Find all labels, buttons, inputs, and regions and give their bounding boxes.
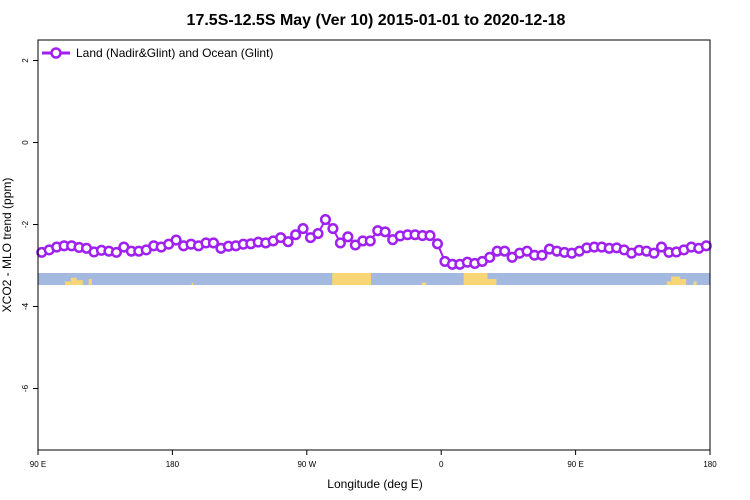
land-patch: [671, 276, 681, 285]
land-patch: [88, 279, 92, 285]
y-tick-label: 2: [21, 58, 30, 63]
data-point: [342, 231, 354, 243]
x-axis-label: Longitude (deg E): [327, 477, 422, 491]
legend-entry-0: Land (Nadir&Glint) and Ocean (Glint): [76, 46, 273, 60]
data-point: [207, 237, 220, 249]
data-point: [110, 246, 122, 258]
land-patch: [666, 281, 672, 285]
data-point: [424, 230, 436, 242]
land-patch: [64, 281, 71, 285]
data-point: [700, 240, 712, 252]
land-patch: [191, 282, 194, 285]
land-patch: [70, 277, 77, 285]
y-axis-ticks: 2 0 -2 -4 -6: [21, 58, 38, 392]
ocean-band: [38, 273, 710, 285]
land-patch: [463, 273, 488, 285]
x-axis-ticks: 90 E 180 90 W 0 90 E 180: [30, 450, 717, 469]
legend: Land (Nadir&Glint) and Ocean (Glint): [42, 46, 273, 60]
land-ocean-strip: [38, 273, 710, 285]
data-point: [334, 237, 346, 249]
data-point: [170, 234, 182, 246]
data-point: [484, 251, 496, 263]
y-tick-label: -6: [21, 384, 30, 392]
legend-marker: [50, 47, 62, 59]
x-tick-label: 90 E: [30, 460, 46, 469]
chart-title: 17.5S-12.5S May (Ver 10) 2015-01-01 to 2…: [187, 12, 566, 29]
data-point: [431, 238, 444, 250]
x-tick-label: 90 E: [567, 460, 583, 469]
data-point: [379, 226, 391, 238]
series-points: [36, 214, 712, 270]
x-tick-label: 0: [439, 460, 444, 469]
x-tick-label: 180: [703, 460, 717, 469]
data-point: [319, 214, 332, 226]
data-point: [648, 247, 660, 259]
y-tick-label: 0: [21, 140, 30, 145]
land-patch: [332, 273, 372, 285]
data-point: [655, 241, 668, 253]
land-patch: [693, 281, 697, 285]
y-tick-label: -2: [21, 220, 30, 228]
land-patch: [76, 280, 83, 285]
land-patch: [421, 282, 427, 285]
data-point: [297, 223, 309, 235]
data-point: [499, 245, 511, 257]
data-point: [282, 236, 294, 248]
x-tick-label: 90 W: [297, 460, 316, 469]
data-point: [327, 223, 339, 235]
y-tick-label: -4: [21, 302, 30, 310]
plot-frame: [37, 39, 711, 451]
data-point: [536, 249, 548, 261]
data-point: [364, 235, 376, 247]
land-patch: [680, 279, 687, 285]
y-axis-label: XCO2 - MLO trend (ppm): [0, 178, 14, 313]
data-point: [290, 229, 302, 241]
x-tick-label: 180: [166, 460, 180, 469]
land-patch: [487, 279, 497, 285]
data-point: [312, 227, 324, 240]
